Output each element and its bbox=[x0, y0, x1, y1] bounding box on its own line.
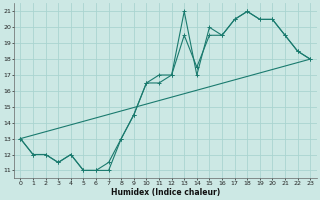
X-axis label: Humidex (Indice chaleur): Humidex (Indice chaleur) bbox=[111, 188, 220, 197]
